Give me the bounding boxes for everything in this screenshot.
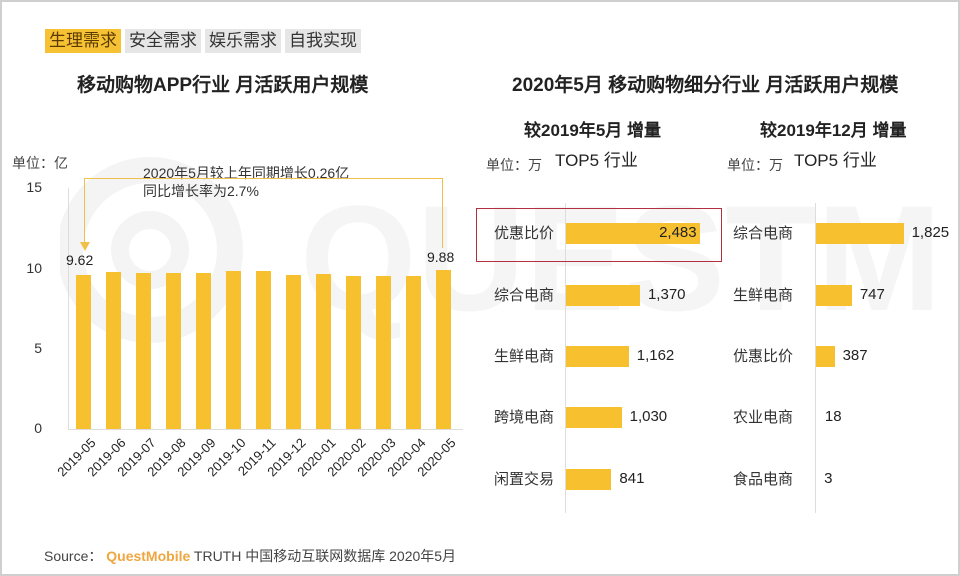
panel1-top5-label: TOP5 行业 — [555, 151, 638, 170]
category-bar — [816, 285, 852, 306]
panel2-subtitle: 较2019年12月 增量 — [760, 121, 907, 140]
month-bar — [346, 275, 361, 429]
highlight-box — [476, 208, 722, 262]
y-tick: 5 — [34, 340, 42, 356]
panel2-axis — [815, 203, 816, 513]
month-bar — [166, 272, 181, 429]
month-bar — [136, 273, 151, 429]
left-unit-label: 单位：亿 — [12, 155, 68, 171]
panel2-top5-label: TOP5 行业 — [794, 151, 877, 170]
y-tick: 10 — [26, 260, 42, 276]
annotation-line-2: 同比增长率为2.7% — [143, 183, 259, 199]
month-bar — [406, 275, 421, 429]
month-bar — [106, 271, 121, 429]
value-label: 2,483 — [659, 224, 697, 241]
category-bar — [566, 285, 640, 306]
category-label: 综合电商 — [494, 287, 555, 304]
x-axis-line — [68, 429, 463, 430]
source-footer: Source： QuestMobile TRUTH 中国移动互联网数据库 202… — [44, 546, 456, 566]
month-bar — [226, 270, 241, 429]
month-bar — [286, 274, 301, 429]
value-label: 1,162 — [636, 347, 675, 364]
value-label: 747 — [859, 286, 885, 303]
category-label: 食品电商 — [733, 471, 794, 488]
tab-physiological[interactable]: 生理需求 — [45, 29, 121, 53]
category-bar — [566, 346, 629, 367]
annotation-line-1: 2020年5月较上年同期增长0.26亿 — [143, 165, 350, 181]
y-axis-line — [68, 188, 69, 429]
panel1-axis — [565, 203, 566, 513]
value-label: 1,825 — [911, 224, 950, 241]
category-bar — [816, 223, 904, 244]
category-bar — [816, 346, 835, 367]
left-chart-title: 移动购物APP行业 月活跃用户规模 — [77, 75, 369, 96]
panel1-subtitle: 较2019年5月 增量 — [524, 121, 661, 140]
month-bar — [316, 273, 331, 429]
category-bar — [566, 469, 612, 490]
annotation-bracket — [84, 178, 443, 248]
tab-safety[interactable]: 安全需求 — [125, 29, 201, 53]
month-bar — [256, 270, 271, 429]
value-label: 3 — [824, 470, 833, 487]
month-bar — [436, 270, 451, 429]
tab-self-actualization[interactable]: 自我实现 — [285, 29, 361, 53]
category-label: 生鲜电商 — [733, 287, 794, 304]
source-rest: TRUTH 中国移动互联网数据库 2020年5月 — [193, 548, 457, 564]
month-bar — [376, 275, 391, 429]
category-label: 跨境电商 — [494, 409, 555, 426]
category-label: 优惠比价 — [733, 348, 794, 365]
category-tabs: 生理需求 安全需求 娱乐需求 自我实现 — [45, 29, 361, 53]
value-label: 18 — [824, 408, 842, 425]
category-bar — [566, 407, 622, 428]
category-label: 闲置交易 — [494, 471, 555, 488]
value-label: 841 — [619, 470, 645, 487]
value-label: 387 — [842, 347, 868, 364]
month-bar — [196, 272, 211, 429]
category-label: 生鲜电商 — [494, 348, 555, 365]
category-bar — [566, 223, 701, 244]
first-bar-label: 9.62 — [66, 252, 94, 268]
right-chart-title: 2020年5月 移动购物细分行业 月活跃用户规模 — [512, 75, 899, 96]
panel1-unit: 单位：万 — [486, 157, 542, 173]
value-label: 1,370 — [647, 286, 686, 303]
category-label: 综合电商 — [733, 225, 794, 242]
brand-name: QuestMobile — [106, 548, 191, 564]
y-tick: 15 — [26, 179, 42, 195]
month-bar — [76, 274, 91, 429]
tab-entertainment[interactable]: 娱乐需求 — [205, 29, 281, 53]
last-bar-label: 9.88 — [427, 249, 455, 265]
category-label: 优惠比价 — [494, 225, 555, 242]
annotation-arrow-icon — [80, 242, 90, 251]
value-label: 1,030 — [629, 408, 668, 425]
panel2-unit: 单位：万 — [727, 157, 783, 173]
source-label: Source： — [44, 548, 103, 564]
y-tick: 0 — [34, 420, 42, 436]
category-label: 农业电商 — [733, 409, 794, 426]
